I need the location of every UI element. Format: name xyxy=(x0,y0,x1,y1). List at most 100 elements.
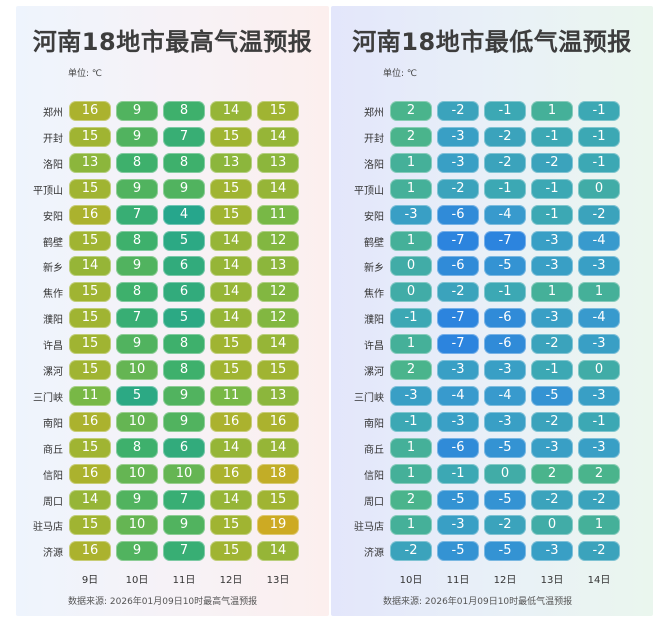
max-temp-cell: 15 xyxy=(257,489,299,510)
max-temp-cell: 14 xyxy=(257,334,299,355)
min-temp-cell: -7 xyxy=(437,230,479,251)
max-temp-cell: 15 xyxy=(69,308,111,329)
max-row-label: 开封 xyxy=(43,133,63,145)
max-column-label: 12日 xyxy=(219,575,243,587)
min-row-label: 郑州 xyxy=(364,108,384,119)
max-row-label: 商丘 xyxy=(43,444,63,456)
max-temp-cell: 10 xyxy=(116,463,158,484)
max-temp-cell: 14 xyxy=(257,437,299,458)
min-temp-cell: -1 xyxy=(437,463,479,484)
max-temp-cell: 8 xyxy=(163,101,205,121)
max-temp-cell: 14 xyxy=(210,437,252,458)
max-row-label: 周口 xyxy=(43,496,63,508)
min-temp-cell: -1 xyxy=(531,360,573,380)
min-temp-cell: -2 xyxy=(484,152,526,173)
min-row-label: 新乡 xyxy=(364,263,384,275)
min-temp-cell: -4 xyxy=(578,230,620,251)
max-temp-cell: 10 xyxy=(116,515,158,536)
max-temp-cell: 15 xyxy=(69,230,111,251)
min-row-label: 南阳 xyxy=(364,418,384,430)
max-column-label: 11日 xyxy=(172,575,196,587)
max-temp-cell: 14 xyxy=(210,282,252,303)
max-temp-cell: 8 xyxy=(116,437,158,458)
min-temp-cell: -7 xyxy=(484,230,526,251)
max-temp-cell: 6 xyxy=(163,256,205,277)
max-temp-cell: 9 xyxy=(116,541,158,562)
min-column-label: 10日 xyxy=(399,575,423,587)
min-temp-cell: 0 xyxy=(578,178,620,199)
max-temp-cell: 13 xyxy=(257,256,299,277)
min-temp-cell: -1 xyxy=(484,101,526,121)
min-row-label: 濮阳 xyxy=(364,315,384,327)
min-temp-cell: -6 xyxy=(484,334,526,355)
min-temp-cell: -1 xyxy=(578,152,620,173)
max-temp-cell: 5 xyxy=(163,230,205,251)
max-temp-cell: 9 xyxy=(163,178,205,199)
min-temp-cell: -7 xyxy=(437,334,479,355)
max-temp-cell: 15 xyxy=(210,334,252,355)
max-temp-cell: 9 xyxy=(163,515,205,536)
min-temp-cell: 1 xyxy=(390,437,432,458)
min-temp-cell: 1 xyxy=(531,101,573,121)
min-row-label: 焦作 xyxy=(364,289,384,301)
max-temp-cell: 14 xyxy=(257,178,299,199)
max-temp-cell: 8 xyxy=(116,152,158,173)
max-row-label: 鹤壁 xyxy=(43,237,63,249)
min-temp-cell: 1 xyxy=(390,334,432,355)
max-temp-cell: 15 xyxy=(210,126,252,147)
max-row-label: 洛阳 xyxy=(43,159,63,171)
max-temp-cell: 16 xyxy=(69,463,111,484)
max-row-label: 驻马店 xyxy=(33,522,63,534)
min-row-label: 开封 xyxy=(364,133,384,145)
min-row-label: 许昌 xyxy=(364,341,384,353)
min-temp-cell: 0 xyxy=(390,282,432,303)
max-temp-cell: 14 xyxy=(210,308,252,329)
max-temp-cell: 16 xyxy=(69,541,111,562)
min-row-label: 平顶山 xyxy=(354,185,384,197)
max-row-label: 漯河 xyxy=(43,367,63,378)
min-temp-cell: -4 xyxy=(484,385,526,406)
min-temp-cell: -1 xyxy=(578,126,620,147)
max-temp-cell: 12 xyxy=(257,282,299,303)
min-temp-cell: -6 xyxy=(437,437,479,458)
min-temp-cell: -6 xyxy=(437,256,479,277)
max-temp-cell: 12 xyxy=(257,230,299,251)
min-temp-cell: -4 xyxy=(484,204,526,225)
max-temp-cell: 11 xyxy=(69,385,111,406)
max-temp-cell: 15 xyxy=(257,101,299,121)
max-temp-cell: 14 xyxy=(69,256,111,277)
min-temp-cell: -1 xyxy=(531,204,573,225)
max-temp-cell: 18 xyxy=(257,463,299,484)
max-row-label: 濮阳 xyxy=(43,315,63,327)
min-row-label: 济源 xyxy=(364,548,384,560)
min-temp-panel: 河南18地市最低气温预报 单位: ℃ 数据来源: 2026年01月09日10时最… xyxy=(331,6,653,616)
max-temp-cell: 14 xyxy=(257,541,299,562)
min-temp-cell: -3 xyxy=(578,334,620,355)
min-temp-cell: -7 xyxy=(437,308,479,329)
max-temp-cell: 16 xyxy=(210,463,252,484)
max-temp-cell: 8 xyxy=(116,230,158,251)
min-temp-cell: -2 xyxy=(437,101,479,121)
min-temp-cell: -5 xyxy=(484,256,526,277)
min-temp-source: 数据来源: 2026年01月09日10时最低气温预报 xyxy=(383,597,573,607)
min-row-label: 洛阳 xyxy=(364,159,384,171)
min-temp-cell: -3 xyxy=(437,126,479,147)
max-temp-cell: 8 xyxy=(116,282,158,303)
min-temp-cell: 1 xyxy=(390,152,432,173)
max-temp-cell: 9 xyxy=(116,101,158,121)
min-temp-cell: 2 xyxy=(578,463,620,484)
min-temp-cell: -3 xyxy=(531,437,573,458)
max-temp-cell: 13 xyxy=(69,152,111,173)
max-temp-cell: 16 xyxy=(69,204,111,225)
max-row-label: 信阳 xyxy=(43,470,63,482)
min-temp-cell: -1 xyxy=(531,126,573,147)
max-row-label: 焦作 xyxy=(43,289,63,301)
min-temp-cell: -3 xyxy=(437,152,479,173)
max-temp-cell: 15 xyxy=(210,204,252,225)
max-temp-cell: 4 xyxy=(163,204,205,225)
min-row-label: 鹤壁 xyxy=(364,237,384,249)
min-temp-cell: 2 xyxy=(390,101,432,121)
min-row-label: 三门峡 xyxy=(354,392,384,404)
min-temp-cell: -1 xyxy=(484,178,526,199)
min-temp-cell: 2 xyxy=(531,463,573,484)
